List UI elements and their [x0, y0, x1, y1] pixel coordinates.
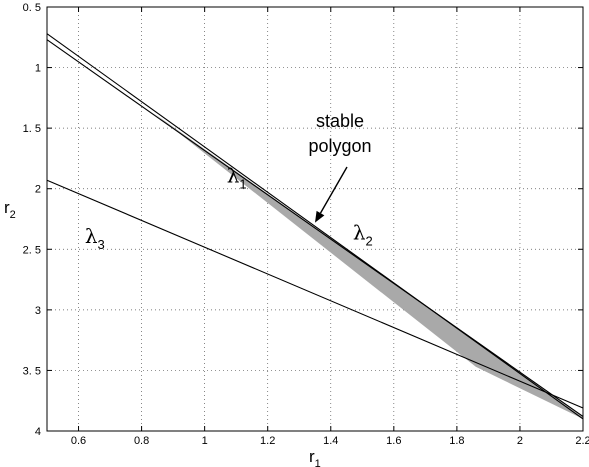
- annotation-line-2: polygon: [308, 136, 371, 156]
- x-axis-label: r1: [309, 447, 321, 467]
- x-tick-label: 0.6: [71, 435, 86, 447]
- series-line-lambda-1: [46, 33, 584, 420]
- x-tick-label: 1.4: [323, 435, 338, 447]
- x-tick-label: 2.2: [575, 435, 589, 447]
- x-tick-label: 1.2: [260, 435, 275, 447]
- stable-polygon-annotation: stable polygon: [308, 111, 372, 223]
- x-tick-label: 2: [517, 435, 523, 447]
- annotation-arrow-shaft: [319, 166, 348, 214]
- series-layer: [46, 33, 584, 420]
- series-labels: λ1 λ2 λ3: [85, 164, 373, 253]
- y-axis-label: r2: [4, 198, 16, 221]
- y-tick-label: 1: [35, 63, 41, 75]
- x-tick-label: 1.6: [386, 435, 401, 447]
- y-tick-label: 2. 5: [23, 244, 41, 256]
- annotation-arrow-head: [315, 210, 325, 223]
- x-tick-label: 1.8: [449, 435, 464, 447]
- y-tick-label: 1. 5: [23, 123, 41, 135]
- y-tick-label: 3. 5: [23, 365, 41, 377]
- series-line-lambda-3: [46, 179, 584, 409]
- tick-layer: 0.6 0.8 1 1.2 1.4 1.6 1.8 2 2.2 0. 5 1 1. 5 2 2. 5 3 3.…: [23, 2, 589, 447]
- x-tick-label: 0.8: [134, 435, 149, 447]
- y-tick-label: 4: [35, 426, 41, 438]
- series-label-lambda-2: λ2: [353, 221, 373, 249]
- plot-frame: [46, 6, 584, 432]
- series-label-lambda-1: λ1: [227, 164, 247, 192]
- y-tick-label: 2: [35, 184, 41, 196]
- y-tick-label: 0. 5: [23, 2, 41, 14]
- x-tick-label: 1: [202, 435, 208, 447]
- annotation-line-1: stable: [316, 111, 364, 131]
- y-tick-label: 3: [35, 305, 41, 317]
- grid-layer: [47, 7, 583, 431]
- series-label-lambda-3: λ3: [85, 224, 105, 252]
- series-line-lambda-2: [46, 39, 584, 417]
